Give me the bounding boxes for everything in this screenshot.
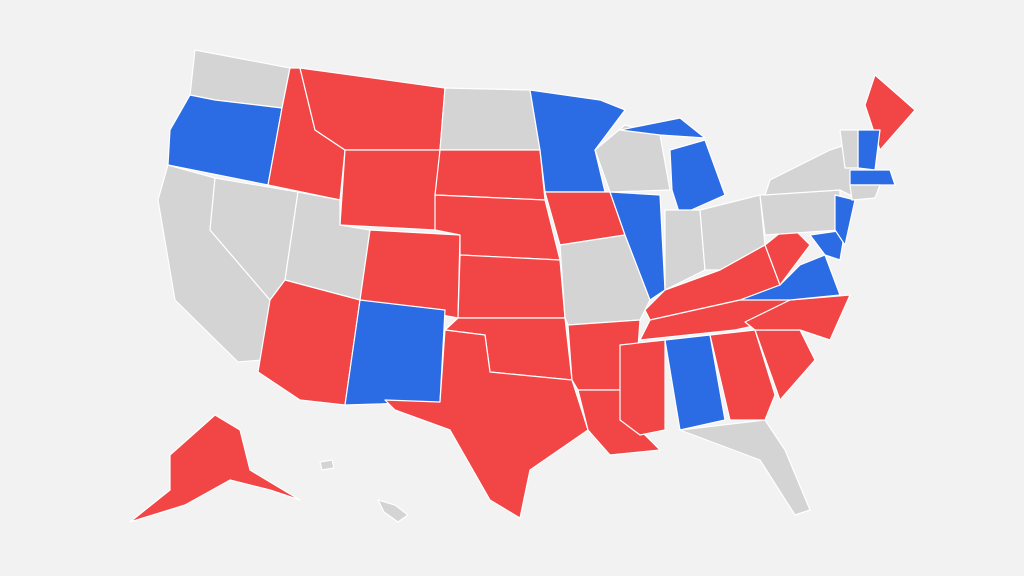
state [339,149,441,231]
state [384,329,589,519]
state [834,194,856,246]
state [129,414,301,523]
state [849,169,896,186]
state [377,499,409,523]
state [609,191,666,301]
state [809,229,846,261]
state [759,189,841,236]
state [619,117,706,139]
state [709,329,776,421]
state [764,139,861,201]
state [619,339,666,436]
state [434,149,546,201]
state [594,124,671,193]
state [679,419,811,516]
state [439,87,541,151]
state [457,254,566,319]
state [669,139,726,216]
state [849,184,881,201]
state [319,459,335,471]
state [664,334,726,431]
state [839,129,859,169]
states [129,49,916,523]
state [344,299,446,406]
state [529,89,626,193]
